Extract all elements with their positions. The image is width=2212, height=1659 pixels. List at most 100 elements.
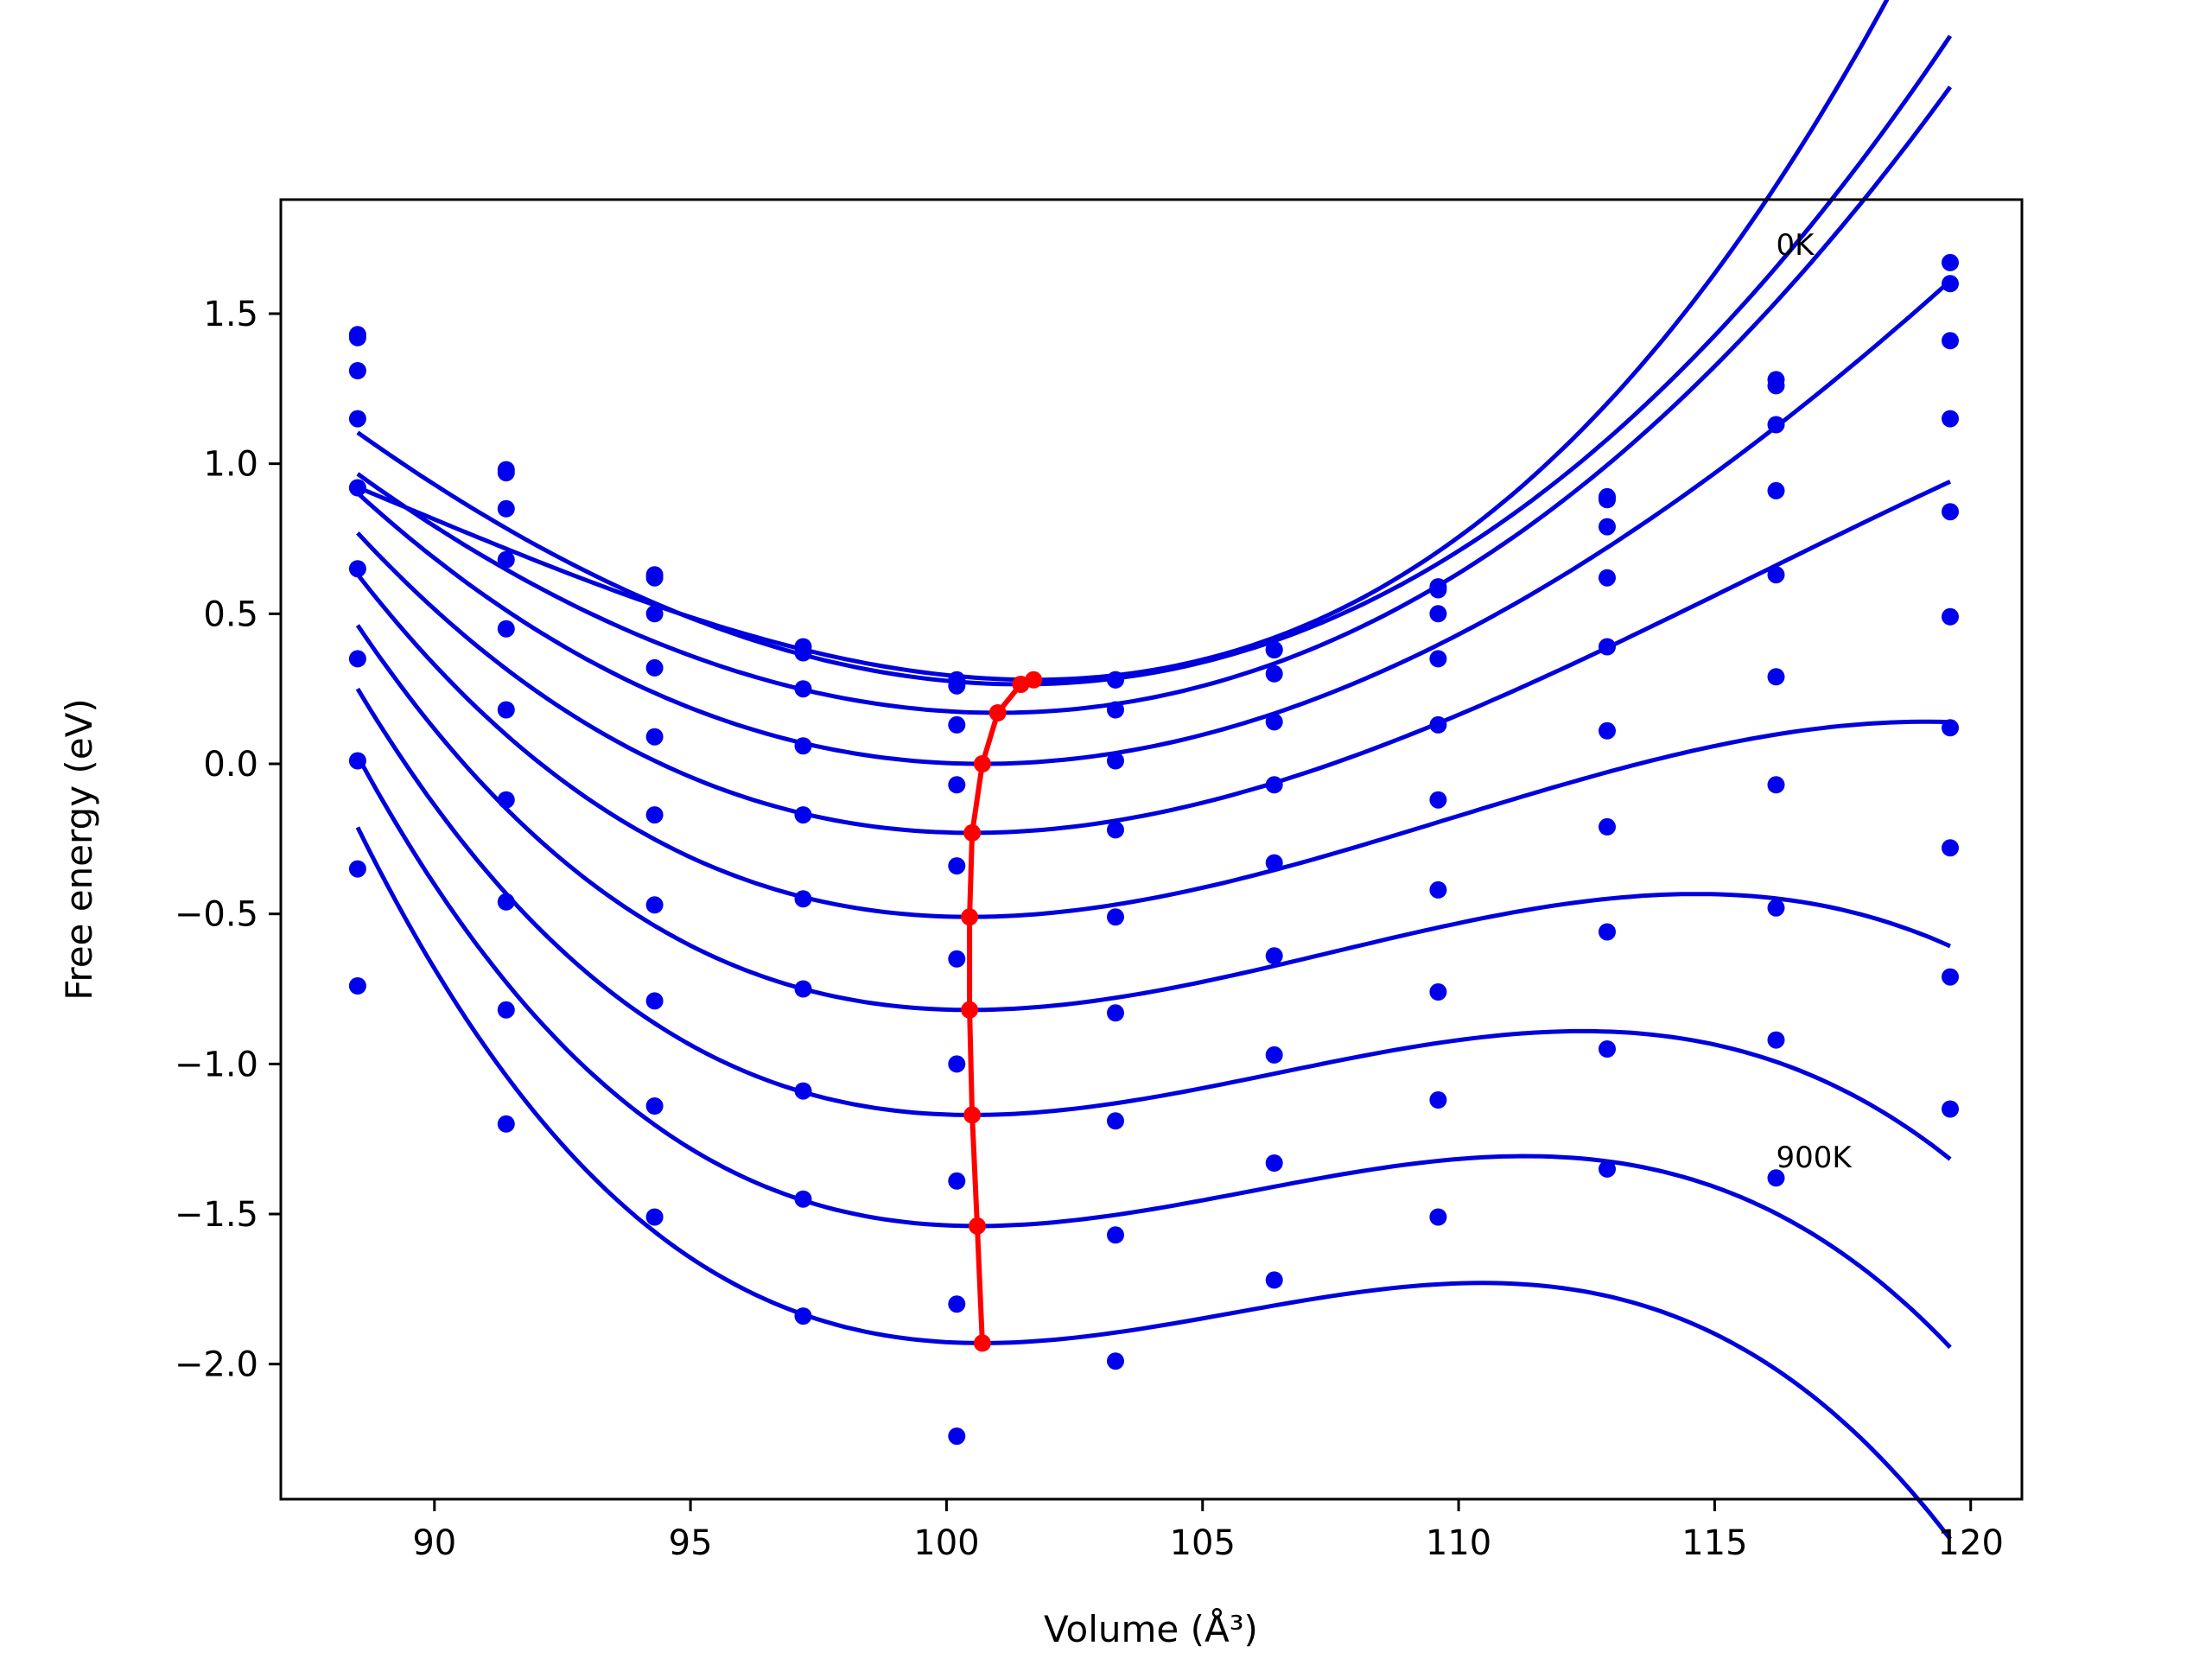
y-tick-label: 0.5 [203,594,258,634]
data-point-600k [1265,947,1283,965]
minimum-point [988,704,1007,721]
data-point-800k [1265,1154,1283,1172]
minimum-point [963,1106,982,1124]
data-point-300k [1767,481,1785,499]
fit-curve-100k [356,35,1953,687]
data-point-700k [1265,1046,1283,1064]
data-point-500k [794,890,812,908]
data-point-700k [1942,839,1959,857]
fit-curve-700k [355,687,1952,1161]
data-point-100k [645,569,664,587]
data-point-900k [1599,1160,1616,1178]
data-point-400k [348,479,366,497]
data-point-500k [1767,668,1785,686]
data-point-500k [348,560,366,578]
data-point-700k [497,893,515,911]
data-points [348,253,1959,1446]
data-point-400k [1265,776,1283,794]
data-point-800k [1107,1226,1124,1244]
annotation-0k: 0K [1777,228,1816,263]
y-axis-ticks: −2.0 −1.5 −1.0 −0.5 0.0 0.5 1.0 1.5 [175,295,281,1385]
minimum-point [973,755,991,772]
data-point-600k [497,791,515,809]
minimum-point [963,823,982,842]
x-tick-label: 115 [1681,1523,1747,1563]
data-point-400k [1429,715,1447,734]
fit-curve-200k [356,86,1953,715]
data-point-300k [348,410,366,428]
data-point-400k [645,728,664,746]
data-point-500k [1429,791,1447,809]
data-point-100k [348,328,366,346]
data-point-200k [948,715,966,734]
x-tick-label: 95 [669,1523,713,1563]
x-tick-label: 120 [1938,1523,2004,1563]
data-point-200k [1265,664,1283,683]
x-tick-label: 90 [412,1523,456,1563]
data-point-900k [1767,1169,1785,1187]
data-point-400k [794,806,812,824]
data-point-600k [794,980,812,998]
minimum-point [1012,676,1030,693]
data-point-100k [1942,275,1959,293]
data-point-500k [1599,721,1616,740]
data-point-100k [948,677,966,695]
data-point-700k [948,1172,966,1190]
data-point-300k [497,550,515,569]
data-point-300k [948,776,966,794]
data-point-800k [1767,1031,1785,1049]
fit-curves [355,0,1953,1541]
y-axis-label: Free energy (eV) [58,698,100,1001]
data-point-300k [1265,713,1283,731]
data-point-900k [348,977,366,995]
data-point-700k [1767,899,1785,917]
fit-curve-400k [356,480,1952,836]
data-point-100k [794,644,812,662]
data-point-200k [1429,605,1447,623]
data-point-300k [1107,752,1124,770]
data-point-100k [1265,641,1283,658]
data-point-400k [1599,638,1616,656]
data-point-500k [1265,854,1283,872]
data-point-800k [794,1190,812,1208]
data-point-200k [1942,332,1959,350]
data-point-500k [645,806,664,824]
minimum-curve [961,671,1043,1352]
data-point-700k [348,752,366,770]
data-point-300k [1429,650,1447,668]
data-point-400k [948,857,966,875]
data-point-100k [1429,581,1447,599]
fit-curve-0k [356,0,1890,683]
data-point-700k [1107,1112,1124,1130]
data-point-500k [1107,908,1124,926]
fit-curve-500k [355,573,1951,919]
minimum-point [961,1001,979,1019]
data-point-100k [1107,671,1124,689]
data-point-800k [497,1001,515,1019]
data-point-800k [1429,1091,1447,1109]
data-point-400k [497,620,515,638]
data-point-600k [1107,1004,1124,1022]
data-point-600k [1767,776,1785,794]
y-tick-label: −1.0 [175,1045,258,1084]
x-tick-label: 105 [1170,1523,1236,1563]
fit-curve-900k [355,826,1952,1541]
plot-frame [279,198,2024,1501]
data-point-600k [948,1055,966,1073]
data-point-900k [1265,1271,1283,1289]
y-tick-label: −2.0 [175,1345,258,1385]
y-tick-label: 0.0 [203,745,258,785]
data-point-900k [1942,1100,1959,1118]
data-point-800k [348,860,366,878]
minimum-point [973,1334,991,1352]
data-point-200k [1767,416,1785,434]
data-point-100k [497,464,515,482]
data-point-800k [1599,1040,1616,1058]
data-point-800k [645,1097,664,1115]
data-point-300k [794,737,812,755]
data-point-300k [1942,410,1959,428]
data-point-200k [348,362,366,379]
data-point-400k [1942,503,1959,521]
data-point-200k [794,680,812,698]
data-point-700k [645,992,664,1010]
